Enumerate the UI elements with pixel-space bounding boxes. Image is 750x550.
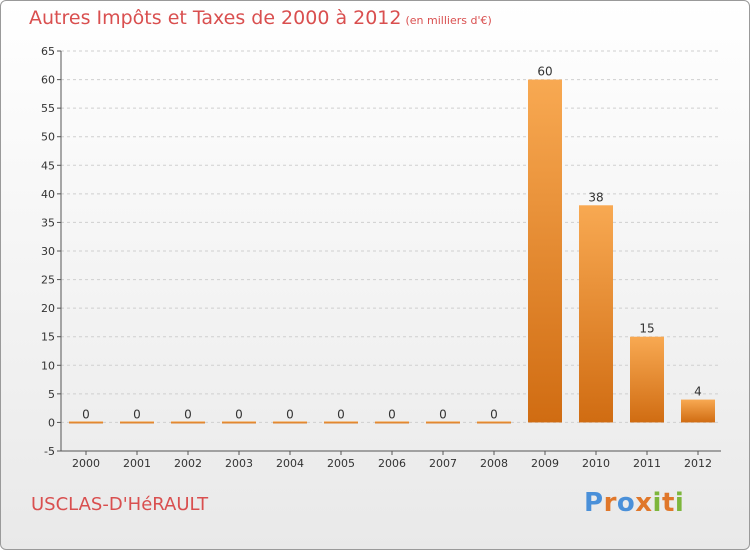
- proxiti-logo: Proxiti: [584, 488, 684, 518]
- data-label: 0: [235, 407, 243, 421]
- data-label: 4: [694, 385, 702, 399]
- x-tick-label: 2004: [276, 457, 304, 470]
- data-label: 0: [82, 407, 90, 421]
- commune-name: USCLAS-D'HéRAULT: [31, 494, 209, 515]
- data-label: 0: [286, 407, 294, 421]
- x-tick-label: 2008: [480, 457, 508, 470]
- y-tick-label: 25: [41, 274, 55, 287]
- data-label: 0: [490, 407, 498, 421]
- y-tick-label: 35: [41, 216, 55, 229]
- x-tick-label: 2002: [174, 457, 202, 470]
- title-text: Autres Impôts et Taxes de 2000 à 2012: [29, 7, 402, 29]
- logo-letter: P: [584, 488, 604, 518]
- axes: [57, 50, 721, 455]
- data-label: 0: [439, 407, 447, 421]
- logo-letter: r: [603, 488, 617, 518]
- data-label: 60: [537, 65, 552, 79]
- y-tick-label: 45: [41, 159, 55, 172]
- bar: [171, 421, 205, 424]
- chart-title: Autres Impôts et Taxes de 2000 à 2012 (en…: [29, 7, 492, 29]
- y-tick-label: 30: [41, 245, 55, 258]
- x-tick-label: 2005: [327, 457, 355, 470]
- bar: [273, 421, 307, 424]
- y-tick-label: 60: [41, 74, 55, 87]
- y-tick-label: 20: [41, 302, 55, 315]
- x-tick-label: 2007: [429, 457, 457, 470]
- data-label: 38: [588, 190, 603, 204]
- bar: [528, 79, 562, 423]
- bar: [375, 421, 409, 424]
- bar: [222, 421, 256, 424]
- data-label: 15: [639, 322, 654, 336]
- y-tick-label: -5: [44, 445, 55, 458]
- bar: [630, 336, 664, 423]
- x-tick-label: 2003: [225, 457, 253, 470]
- x-tick-label: 2006: [378, 457, 406, 470]
- unit-label: (en milliers d'€): [405, 14, 492, 27]
- y-tick-labels: -5 0 5 10 15 20 25 30 35 40 45 50 55 60 65: [41, 45, 55, 458]
- y-tick-label: 15: [41, 331, 55, 344]
- x-tick-label: 2001: [123, 457, 151, 470]
- y-tick-label: 55: [41, 102, 55, 115]
- y-tick-label: 65: [41, 45, 55, 58]
- data-label: 0: [388, 407, 396, 421]
- bar: [681, 399, 715, 423]
- data-label: 0: [184, 407, 192, 421]
- bar: [69, 421, 103, 424]
- bars: [69, 79, 715, 424]
- logo-letter: o: [616, 488, 636, 518]
- x-tick-labels: 2000 2001 2002 2003 2004 2005 2006 2007 2008 2009…: [72, 457, 712, 470]
- y-tick-label: 50: [41, 131, 55, 144]
- bar: [477, 421, 511, 424]
- bar: [324, 421, 358, 424]
- y-tick-label: 40: [41, 188, 55, 201]
- x-tick-label: 2009: [531, 457, 559, 470]
- x-tick-label: 2000: [72, 457, 100, 470]
- bar: [120, 421, 154, 424]
- bar: [579, 205, 613, 423]
- y-tick-label: 10: [41, 359, 55, 372]
- logo-letter: i: [652, 488, 662, 518]
- x-tick-label: 2012: [684, 457, 712, 470]
- x-tick-label: 2011: [633, 457, 661, 470]
- y-tick-label: 5: [48, 388, 55, 401]
- data-label: 0: [337, 407, 345, 421]
- bar: [426, 421, 460, 424]
- y-tick-label: 0: [48, 416, 55, 429]
- x-tick-label: 2010: [582, 457, 610, 470]
- logo-letter: x: [635, 488, 653, 518]
- data-label: 0: [133, 407, 141, 421]
- logo-letter: i: [674, 488, 685, 518]
- gridlines: [61, 50, 721, 452]
- data-labels: 0 0 0 0 0 0 0 0 0 60 38 15 4: [82, 65, 702, 422]
- logo-letter: t: [661, 488, 675, 518]
